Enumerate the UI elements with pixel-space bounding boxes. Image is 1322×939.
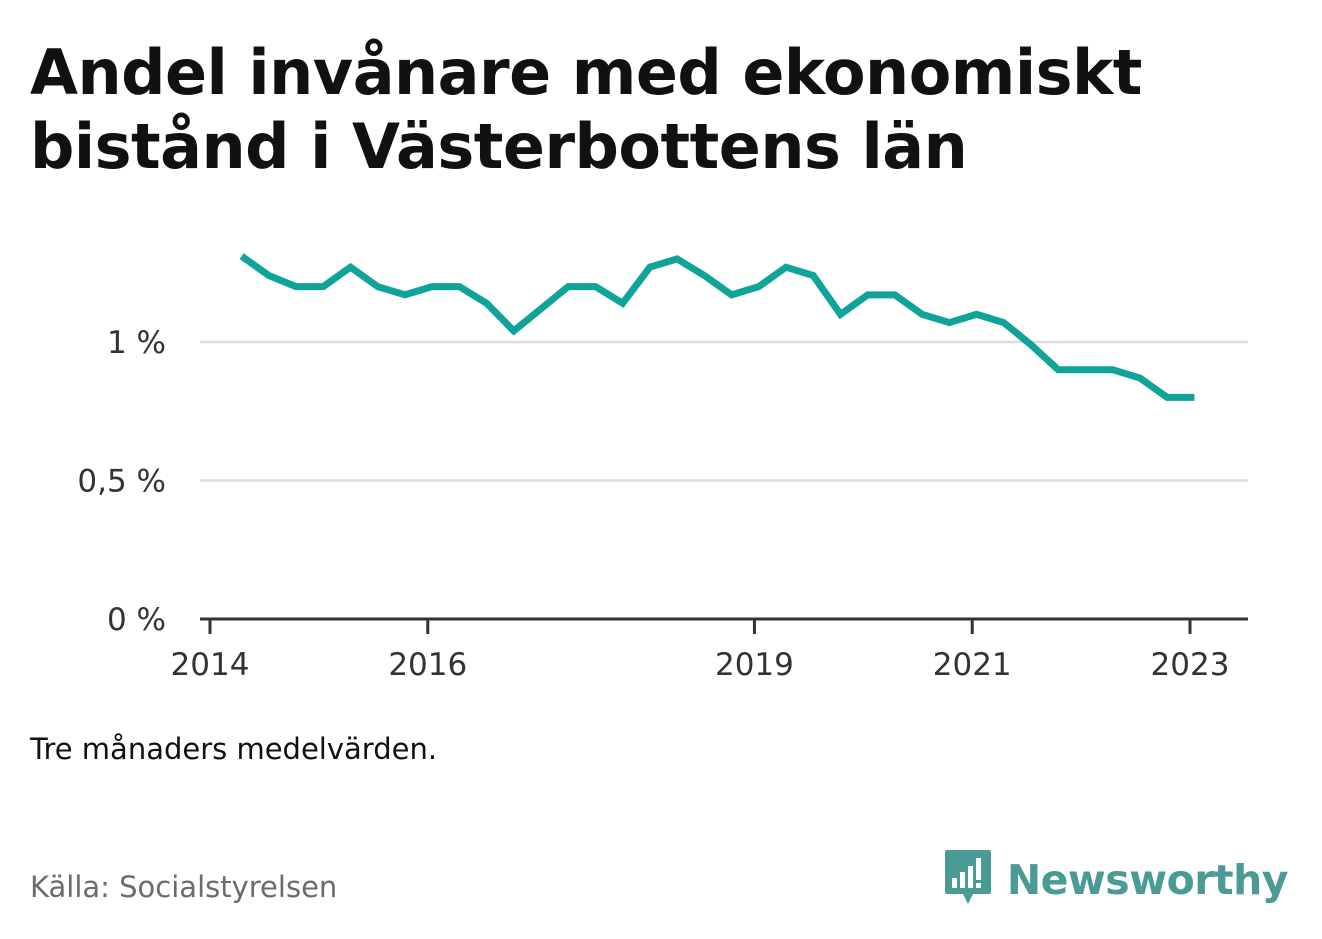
x-tick-label: 2023 [1151, 647, 1230, 683]
series-layer [239, 253, 1195, 401]
y-tick-label: 0 % [107, 602, 166, 638]
newsworthy-logo-icon [943, 848, 993, 912]
chart-title: Andel invånare med ekonomiskt bistånd i … [30, 36, 1142, 183]
brand-logo[interactable]: Newsworthy [943, 848, 1289, 912]
line-chart-svg: 0 % 0,5 % 1 % 2014 2016 2019 2021 2023 [77, 253, 1248, 683]
x-tick-label: 2016 [388, 647, 467, 683]
x-axis: 2014 2016 2019 2021 2023 [171, 617, 1248, 683]
y-tick-label: 0,5 % [77, 464, 166, 500]
brand-name: Newsworthy [1006, 856, 1289, 904]
y-tick-label: 1 % [107, 325, 166, 361]
x-tick-label: 2014 [171, 647, 250, 683]
y-axis-ticks: 0 % 0,5 % 1 % [77, 325, 166, 638]
x-tick-label: 2019 [715, 647, 794, 683]
line-chart: 0 % 0,5 % 1 % 2014 2016 2019 2021 2023 [0, 200, 1322, 700]
gridlines [200, 340, 1248, 482]
chart-note: Tre månaders medelvärden. [30, 732, 438, 766]
source-credit: Källa: Socialstyrelsen [30, 870, 338, 904]
series-line [239, 253, 1195, 401]
x-tick-label: 2021 [933, 647, 1012, 683]
